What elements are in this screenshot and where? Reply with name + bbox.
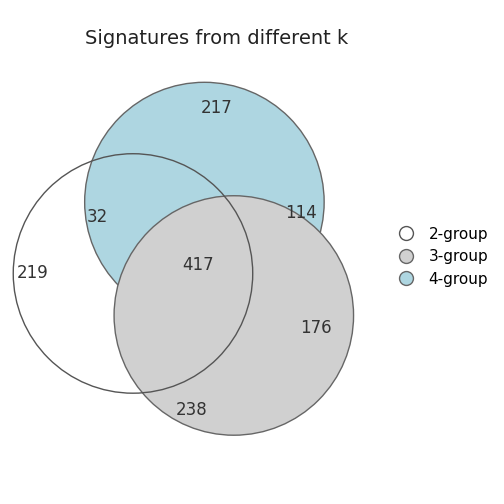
- Text: 219: 219: [16, 265, 48, 282]
- Text: 417: 417: [182, 256, 214, 274]
- Title: Signatures from different k: Signatures from different k: [85, 29, 349, 48]
- Text: 32: 32: [87, 208, 108, 226]
- Text: 217: 217: [201, 98, 233, 116]
- Text: 114: 114: [285, 204, 317, 222]
- Circle shape: [85, 82, 324, 322]
- Text: 176: 176: [300, 319, 332, 337]
- Circle shape: [114, 196, 353, 435]
- Legend: 2-group, 3-group, 4-group: 2-group, 3-group, 4-group: [385, 220, 494, 293]
- Text: 238: 238: [176, 401, 208, 419]
